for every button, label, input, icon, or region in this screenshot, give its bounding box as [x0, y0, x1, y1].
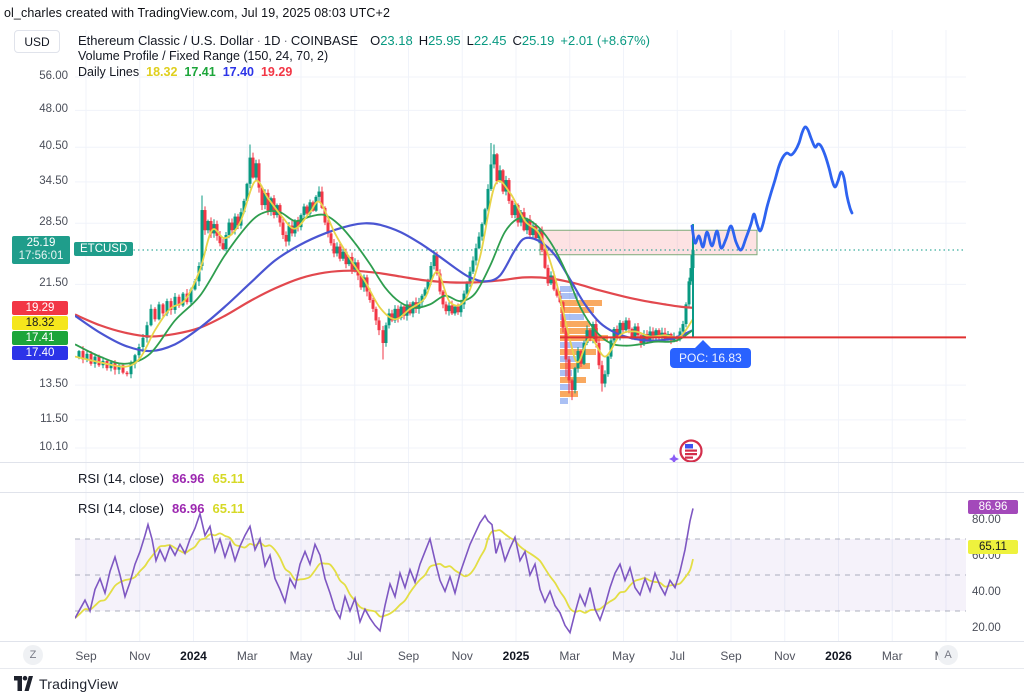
tradingview-logo-icon[interactable] — [14, 675, 33, 692]
rsi-signal-value: 65.11 — [212, 471, 245, 486]
rsi-main-value: 86.96 — [171, 471, 205, 486]
change-value: +2.01 (+8.67%) — [560, 33, 651, 48]
time-axis-month-label: Nov — [774, 649, 796, 663]
tradingview-brand-text[interactable]: TradingView — [39, 675, 119, 692]
bar-countdown: 17:56:01 — [18, 250, 64, 263]
ma-green-line — [75, 210, 694, 365]
price-tick-label: 21.50 — [39, 277, 68, 290]
rsi-legend-row-collapsed[interactable]: RSI (14, close) 86.96 65.11 — [78, 471, 244, 486]
ohlc-value: 25.95 — [428, 33, 461, 48]
price-pane[interactable] — [75, 125, 966, 465]
ohlc-letter: C — [512, 33, 522, 48]
rsi-value-badge: 65.11 — [968, 539, 1018, 554]
daily-lines-values: 18.32 17.41 17.40 19.29 — [139, 65, 292, 79]
zoom-out-shortcut-chip[interactable]: Z — [23, 645, 43, 665]
ma-blue-line — [75, 222, 694, 353]
symbol-title[interactable]: Ethereum Classic / U.S. Dollar — [78, 33, 254, 48]
ohlc-value: 22.45 — [473, 33, 507, 48]
currency-toggle-button[interactable]: USD — [14, 30, 60, 53]
time-axis-month-label: Jul — [669, 649, 685, 663]
time-axis-month-label: Mar — [236, 649, 258, 663]
separator: · — [256, 33, 261, 48]
time-axis-month-label: Sep — [75, 649, 97, 663]
rsi-ma-line — [75, 529, 694, 619]
price-tick-label: 28.50 — [39, 216, 68, 229]
last-price-badge: 25.19 17:56:01 — [12, 236, 70, 265]
projection-drawing-line — [690, 125, 854, 252]
volume-profile-label[interactable]: Volume Profile / Fixed Range (150, 24, 7… — [78, 49, 329, 63]
rsi-signal-value: 65.11 — [212, 501, 245, 516]
rsi-label[interactable]: RSI (14, close) — [78, 501, 164, 516]
separator: · — [283, 33, 288, 48]
time-axis-month-label: Nov — [129, 649, 151, 663]
credit-line: ol_charles created with TradingView.com,… — [4, 6, 390, 20]
ohlc-letter: L — [466, 33, 474, 48]
daily-lines-legend-row[interactable]: Daily Lines 18.32 17.41 17.40 19.29 — [78, 65, 650, 80]
time-axis-month-label: Mar — [559, 649, 581, 663]
ma-price-badge: 18.32 — [12, 315, 68, 330]
pane-divider-2[interactable] — [0, 492, 1024, 493]
rsi-tick-label: 20.00 — [972, 622, 1001, 634]
ohlc-letter: O — [370, 33, 381, 48]
price-tick-label: 40.50 — [39, 140, 68, 153]
time-axis-year-label: 2024 — [180, 649, 207, 663]
gridlines — [75, 30, 966, 641]
daily-line-value: 19.29 — [260, 65, 293, 79]
symbol-legend-row[interactable]: Ethereum Classic / U.S. Dollar · 1D · COINBA… — [78, 33, 650, 48]
ohlc-letter: H — [418, 33, 429, 48]
sparkle-icon — [669, 454, 679, 462]
ma-price-badge: 19.29 — [12, 300, 68, 315]
footer-bar: TradingView — [0, 668, 1024, 698]
time-axis-year-label: 2026 — [825, 649, 852, 663]
daily-line-value: 17.40 — [222, 65, 254, 79]
time-axis-month-label: Sep — [397, 649, 420, 663]
rsi-line — [75, 508, 694, 635]
time-axis-year-label: 2025 — [502, 649, 530, 663]
time-axis-month-label: Jul — [347, 649, 363, 663]
rsi-label[interactable]: RSI (14, close) — [78, 471, 164, 486]
price-tick-label: 10.10 — [39, 440, 68, 453]
price-tick-label: 34.50 — [39, 174, 68, 187]
time-axis[interactable]: Z Sep Nov 2024 Mar May Jul Sep Nov 2025 Mar May Jul… — [0, 641, 1024, 668]
sticker-icon[interactable] — [669, 439, 703, 465]
ma-price-badge: 17.40 — [12, 345, 68, 360]
rsi-pane[interactable] — [75, 508, 966, 635]
price-tick-label: 56.00 — [39, 70, 68, 82]
poc-callout-notch — [694, 340, 712, 349]
poc-value-badge: POC: 16.83 — [670, 348, 751, 368]
ohlc-value: 23.18 — [380, 33, 413, 48]
rsi-value-badge: 86.96 — [968, 500, 1018, 515]
time-axis-month-label: Nov — [451, 649, 473, 663]
price-tick-label: 11.50 — [40, 412, 68, 425]
daily-line-value: 17.41 — [184, 65, 216, 79]
interval-label[interactable]: 1D — [263, 33, 281, 48]
time-axis-month-label: Sep — [720, 649, 742, 663]
exchange-label: COINBASE — [290, 33, 359, 48]
time-axis-month-label: Mar — [881, 649, 903, 663]
ohlc-values: O23.18 H25.95 L22.45 C25.19 — [364, 33, 554, 48]
price-tick-label: 13.50 — [39, 378, 68, 391]
rsi-tick-label: 80.00 — [972, 514, 1001, 526]
daily-lines-label[interactable]: Daily Lines — [78, 65, 140, 79]
rsi-main-value: 86.96 — [171, 501, 205, 516]
symbol-name-tag: ETCUSD — [74, 242, 134, 257]
pane-divider[interactable] — [0, 462, 1024, 463]
ohlc-value: 25.19 — [521, 33, 555, 48]
chart-legend: Ethereum Classic / U.S. Dollar · 1D · COINBA… — [78, 33, 650, 81]
volume-profile-legend-row[interactable]: Volume Profile / Fixed Range (150, 24, 7… — [78, 49, 650, 64]
ma-price-badge: 17.41 — [12, 330, 68, 345]
ma-red-line — [75, 269, 694, 338]
rsi-tick-label: 40.00 — [972, 586, 1001, 598]
time-axis-month-label: May — [612, 649, 635, 663]
daily-line-value: 18.32 — [146, 65, 178, 79]
auto-scale-shortcut-chip[interactable]: A — [938, 645, 958, 665]
last-price-value: 25.19 — [26, 237, 56, 250]
price-tick-label: 48.00 — [39, 103, 68, 116]
rsi-legend-row-pane[interactable]: RSI (14, close) 86.96 65.11 — [78, 501, 244, 516]
time-axis-month-label: May — [289, 649, 313, 663]
